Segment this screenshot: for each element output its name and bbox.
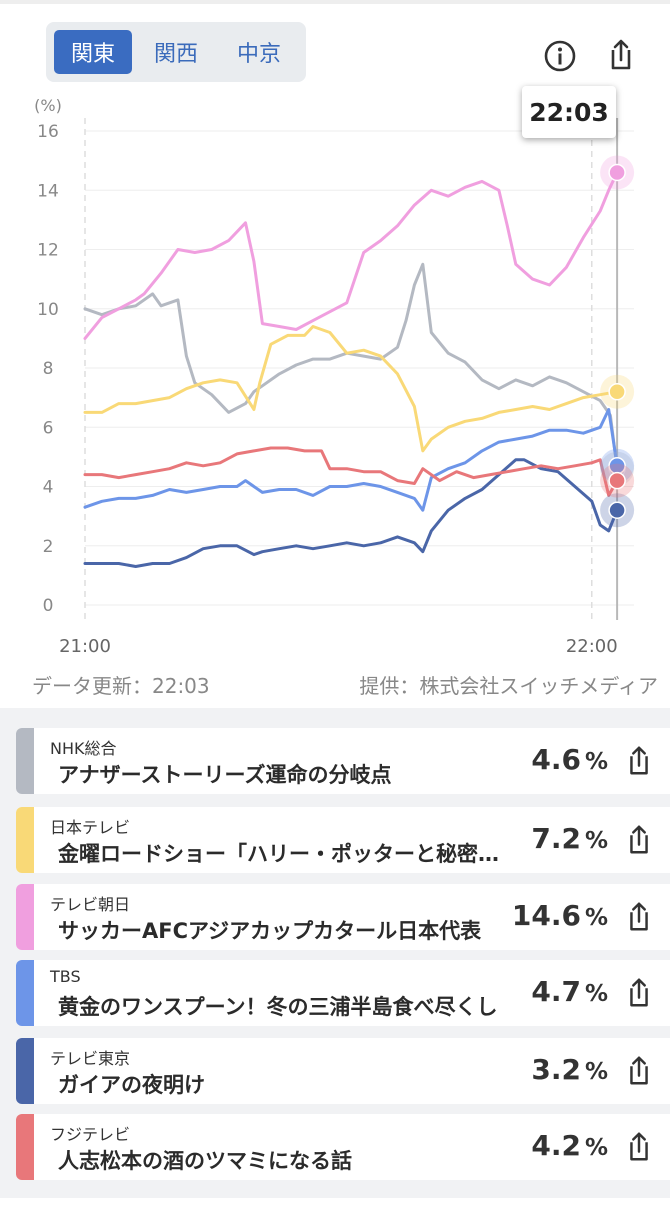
channel-name: テレビ東京 (50, 1049, 131, 1068)
channel-name: テレビ朝日 (50, 895, 131, 914)
program-title: ガイアの夜明け (58, 1073, 205, 1097)
share-icon[interactable] (622, 822, 656, 856)
series-line (83, 262, 619, 471)
program-title: 黄金のワンスプーン！冬の三浦半島食べ尽くし (58, 995, 498, 1019)
share-icon[interactable] (603, 36, 639, 72)
channel-name: NHK総合 (50, 739, 117, 758)
bottom-spacer (0, 1198, 670, 1219)
top-divider (0, 0, 670, 4)
cursor-time-tooltip: 22:03 (522, 86, 616, 138)
y-tick-label: 16 (37, 122, 59, 142)
channel-row-nhk[interactable]: NHK総合 アナザーストーリーズ運命の分岐点 4.6% (16, 728, 670, 794)
rating-value: 7.2% (531, 822, 608, 855)
share-icon[interactable] (622, 1129, 656, 1163)
series-line (83, 408, 619, 512)
share-icon[interactable] (622, 1053, 656, 1087)
y-axis-label: (%) (34, 96, 62, 115)
series-line (83, 458, 619, 568)
tab-kanto[interactable]: 関東 (54, 30, 132, 74)
share-icon[interactable] (622, 899, 656, 933)
tab-chukyo[interactable]: 中京 (236, 42, 281, 67)
y-tick-label: 10 (37, 300, 59, 320)
program-title: アナザーストーリーズ運命の分岐点 (58, 763, 392, 787)
y-tick-label: 2 (43, 537, 54, 557)
x-tick-label: 22:00 (566, 636, 618, 657)
tab-kansai[interactable]: 関西 (153, 42, 198, 67)
channel-row-tbs[interactable]: TBS 黄金のワンスプーン！冬の三浦半島食べ尽くし 4.7% (16, 960, 670, 1026)
channel-color-bar (16, 884, 34, 950)
channel-color-bar (16, 1038, 34, 1104)
channel-list: NHK総合 アナザーストーリーズ運命の分岐点 4.6% 日本テレビ 金曜ロードシ… (0, 708, 670, 1198)
program-title: 人志松本の酒のツマミになる話 (58, 1149, 352, 1173)
rating-value: 4.6% (531, 743, 608, 776)
program-title: 金曜ロードショー「ハリー・ポッターと秘密の部屋」 (58, 842, 510, 866)
y-tick-label: 0 (43, 596, 54, 616)
series-marker (608, 163, 626, 182)
chart-grid (84, 118, 634, 620)
x-tick-label: 21:00 (59, 636, 111, 657)
channel-name: 日本テレビ (50, 818, 131, 837)
rating-value: 4.2% (531, 1129, 608, 1162)
info-icon[interactable] (542, 38, 578, 74)
series-line (83, 171, 619, 340)
channel-row-fujitv[interactable]: フジテレビ 人志松本の酒のツマミになる話 4.2% (16, 1114, 670, 1180)
series-line (83, 325, 619, 453)
channel-color-bar (16, 1114, 34, 1180)
rating-value: 4.7% (531, 975, 608, 1008)
program-title: サッカーAFCアジアカップカタール日本代表 (58, 919, 482, 943)
data-updated-label: データ更新：22:03 (32, 674, 210, 698)
channel-name: フジテレビ (50, 1125, 131, 1144)
rating-value: 14.6% (511, 899, 608, 932)
channel-color-bar (16, 960, 34, 1026)
y-tick-label: 4 (43, 478, 54, 498)
rating-value: 3.2% (531, 1053, 608, 1086)
y-tick-label: 6 (43, 418, 54, 438)
channel-name: TBS (50, 967, 81, 986)
series-line (83, 446, 619, 497)
y-tick-label: 12 (37, 241, 59, 261)
channel-row-tvasahi[interactable]: テレビ朝日 サッカーAFCアジアカップカタール日本代表 14.6% (16, 884, 670, 950)
series-marker (608, 382, 626, 401)
series-marker (608, 501, 626, 519)
region-tabs: 関東 関西 中京 (46, 22, 306, 82)
series-marker (608, 471, 626, 490)
share-icon[interactable] (622, 975, 656, 1009)
channel-row-tvtokyo[interactable]: テレビ東京 ガイアの夜明け 3.2% (16, 1038, 670, 1104)
chart-series (83, 171, 619, 568)
channel-color-bar (16, 807, 34, 873)
y-tick-label: 14 (37, 181, 59, 201)
chart-markers (600, 155, 635, 528)
provider-label: 提供：株式会社スイッチメディア (359, 674, 658, 698)
channel-row-ntv[interactable]: 日本テレビ 金曜ロードショー「ハリー・ポッターと秘密の部屋」 7.2% (16, 807, 670, 873)
y-tick-label: 8 (43, 359, 54, 379)
share-icon[interactable] (622, 743, 656, 777)
channel-color-bar (16, 728, 34, 794)
